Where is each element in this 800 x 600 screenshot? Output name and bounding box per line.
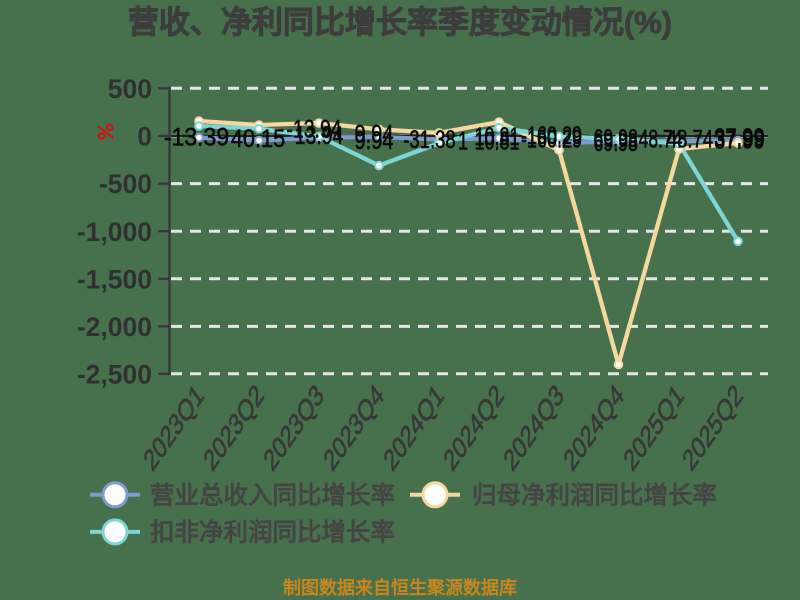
svg-text:69.98: 69.98 (593, 128, 637, 157)
svg-text:制图数据来自恒生聚源数据库: 制图数据来自恒生聚源数据库 (283, 577, 517, 598)
svg-text:-2,500: -2,500 (77, 359, 152, 389)
svg-text:500: 500 (108, 74, 152, 104)
svg-text:48.74: 48.74 (667, 125, 713, 153)
svg-text:-500: -500 (99, 169, 152, 199)
svg-text:37.99: 37.99 (714, 125, 765, 154)
svg-text:10.81: 10.81 (474, 127, 519, 156)
svg-text:-1,500: -1,500 (77, 264, 152, 294)
svg-text:-31.38: -31.38 (403, 125, 455, 153)
svg-text:-160.29: -160.29 (521, 125, 582, 154)
svg-text:营业总收入同比增长率: 营业总收入同比增长率 (150, 482, 395, 510)
svg-text:扣非净利润同比增长率: 扣非净利润同比增长率 (150, 519, 395, 547)
svg-text:-13.94: -13.94 (286, 115, 341, 143)
svg-text:归母净利润同比增长率: 归母净利润同比增长率 (472, 482, 717, 510)
svg-text:0: 0 (137, 122, 152, 152)
svg-text:-160.29: -160.29 (521, 121, 582, 150)
svg-text:-1,000: -1,000 (77, 217, 152, 247)
svg-text:69.98: 69.98 (593, 124, 637, 153)
svg-text:37.99: 37.99 (714, 123, 765, 152)
svg-text:营收、净利同比增长率季度变动情况(%): 营收、净利同比增长率季度变动情况(%) (128, 5, 672, 40)
svg-text:40.15: 40.15 (231, 124, 285, 152)
svg-text:-2,000: -2,000 (77, 312, 152, 342)
svg-text:-13.39: -13.39 (164, 124, 229, 152)
svg-text:9.94: 9.94 (355, 127, 394, 155)
svg-text:13.94: 13.94 (295, 122, 344, 150)
svg-text:10.81: 10.81 (474, 122, 519, 151)
svg-text:1: 1 (458, 127, 468, 155)
svg-text:9.94: 9.94 (355, 120, 394, 148)
svg-text:48.74: 48.74 (639, 124, 683, 153)
